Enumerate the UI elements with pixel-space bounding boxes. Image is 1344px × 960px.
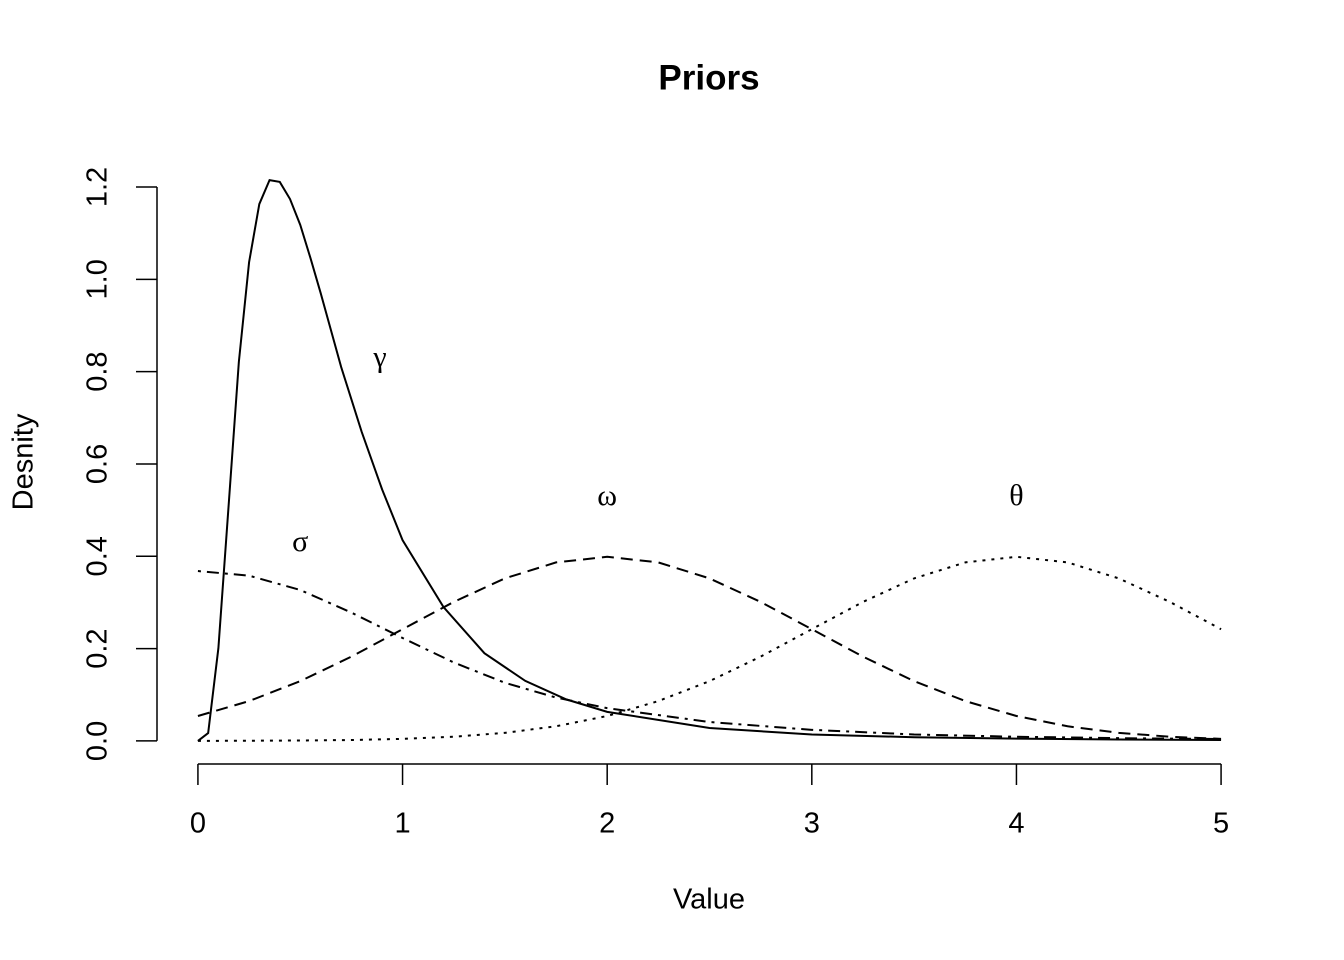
series-label: γ: [372, 341, 386, 374]
y-axis-title: Desnity: [8, 413, 40, 510]
x-tick-label: 1: [394, 808, 410, 840]
density-line: [197, 570, 1222, 741]
series-label: θ: [1009, 479, 1023, 512]
chart-title: Priors: [658, 58, 759, 97]
x-tick-label: 5: [1213, 808, 1229, 840]
y-tick-label: 0.4: [82, 536, 114, 576]
y-tick-label: 0.8: [82, 351, 114, 391]
density-line: [197, 555, 1222, 740]
x-tick-label: 0: [190, 808, 206, 840]
y-tick-label: 0.0: [82, 721, 114, 761]
x-axis-title: Value: [673, 884, 745, 916]
series-label: σ: [292, 525, 308, 558]
y-tick-label: 0.6: [82, 444, 114, 484]
density-line: [197, 178, 1222, 742]
series-label: ω: [597, 479, 617, 512]
x-tick-label: 2: [599, 808, 615, 840]
y-tick-label: 1.0: [82, 259, 114, 299]
y-tick-label: 1.2: [82, 167, 114, 207]
y-tick-label: 0.2: [82, 628, 114, 668]
x-tick-label: 3: [804, 808, 820, 840]
x-tick-label: 4: [1008, 808, 1024, 840]
